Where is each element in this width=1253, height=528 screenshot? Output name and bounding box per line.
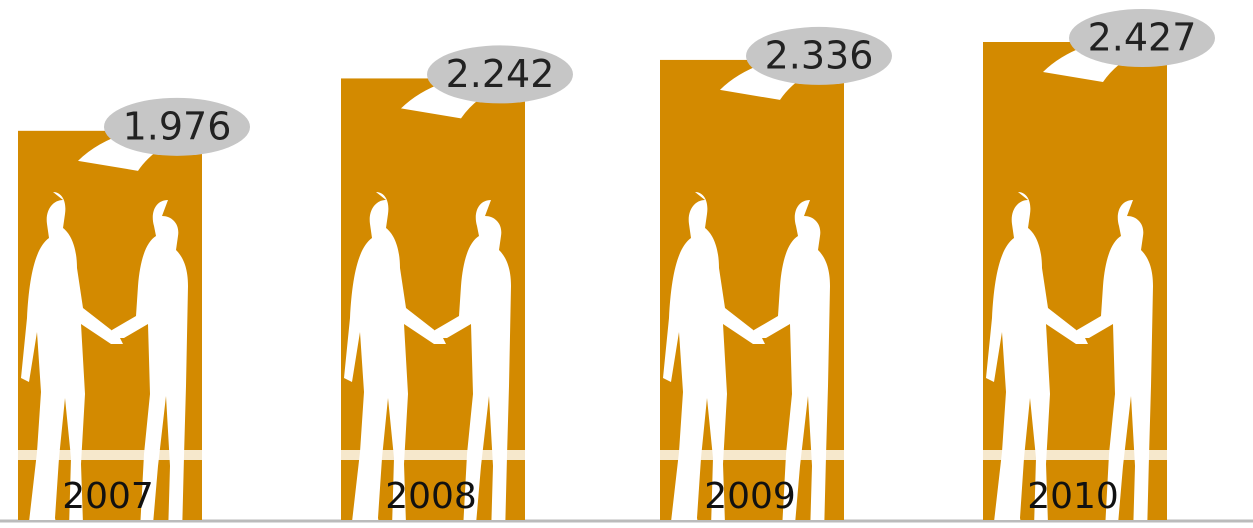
- category-label: 2009: [704, 476, 796, 517]
- value-bubble: [1069, 9, 1215, 67]
- silhouette: [18, 192, 202, 520]
- value-label: 2.336: [765, 33, 874, 77]
- reflection: [18, 450, 202, 460]
- reflection: [341, 450, 525, 460]
- reflection: [660, 450, 844, 460]
- reflection: [983, 450, 1167, 460]
- category-label: 2007: [62, 476, 154, 517]
- silhouette: [660, 192, 844, 520]
- value-label: 1.976: [123, 104, 232, 148]
- silhouette: [341, 192, 525, 520]
- value-label: 2.242: [446, 52, 555, 96]
- category-label: 2008: [385, 476, 477, 517]
- value-bubble: [746, 26, 892, 85]
- silhouette: [983, 192, 1167, 520]
- value-bubble: [427, 45, 573, 104]
- value-label: 2.427: [1088, 16, 1197, 60]
- value-bubble: [104, 97, 250, 156]
- category-label: 2010: [1027, 476, 1119, 517]
